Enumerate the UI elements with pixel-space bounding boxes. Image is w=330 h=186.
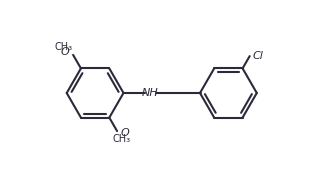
Text: CH₃: CH₃ [54, 42, 72, 52]
Text: O: O [120, 128, 129, 138]
Text: O: O [60, 47, 69, 57]
Text: CH₃: CH₃ [113, 134, 131, 144]
Text: NH: NH [142, 88, 159, 98]
Text: Cl: Cl [253, 51, 264, 61]
